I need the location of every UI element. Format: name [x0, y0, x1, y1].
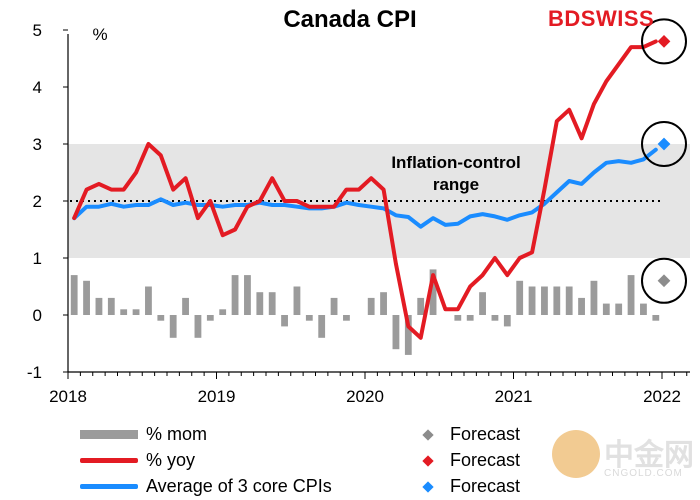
mom-bar	[454, 315, 462, 321]
mom-bar	[157, 315, 165, 321]
mom-bar	[132, 309, 140, 315]
yoy-line	[72, 39, 658, 340]
legend-label-forecast-yoy: Forecast	[450, 450, 521, 470]
legend-item-forecast-core: Forecast	[420, 476, 520, 497]
legend-swatch-yoy	[80, 458, 138, 463]
y-tick-label: 0	[33, 306, 42, 325]
band-label: Inflation-control	[391, 153, 520, 172]
mom-bar	[516, 280, 524, 315]
legend-label-yoy: % yoy	[146, 450, 196, 470]
legend-label-mom: % mom	[146, 424, 208, 444]
mom-bar	[429, 269, 437, 315]
forecast-mom-marker-icon	[422, 428, 434, 441]
mom-bar	[417, 297, 425, 315]
forecast-core-marker-icon	[422, 480, 434, 493]
x-tick-label: 2022	[643, 387, 681, 406]
mom-bar	[256, 292, 264, 315]
x-tick-label: 2019	[198, 387, 236, 406]
watermark-logo: 中金网 CNGOLD.COM	[552, 424, 697, 496]
forecast-yoy-marker-icon	[422, 454, 434, 467]
mom-bar	[367, 297, 375, 315]
forecast-core-marker-circle	[641, 121, 687, 167]
mom-bar	[528, 286, 536, 315]
mom-bar	[70, 275, 78, 315]
mom-bar	[83, 280, 90, 315]
legend-label-forecast-mom: Forecast	[450, 424, 521, 444]
mom-bar	[169, 315, 177, 338]
mom-bar	[466, 315, 474, 321]
mom-bar	[640, 303, 647, 315]
mom-bar	[182, 297, 189, 315]
mom-bar	[268, 292, 276, 315]
chart-title: Canada CPI	[283, 6, 417, 33]
watermark-emblem-icon	[552, 430, 600, 478]
legend-item-forecast-mom: Forecast	[420, 424, 520, 445]
mom-bar	[206, 315, 214, 321]
x-tick-label: 2020	[346, 387, 384, 406]
y-tick-label: 3	[33, 135, 42, 154]
mom-bar	[541, 286, 548, 315]
legend-item-core: Average of 3 core CPIs	[80, 476, 332, 497]
mom-bar	[219, 309, 227, 315]
legend-label-forecast-core: Forecast	[450, 476, 521, 496]
mom-bar	[107, 297, 115, 315]
watermark-name: 中金网	[604, 439, 694, 472]
watermark-url: CNGOLD.COM	[604, 468, 683, 479]
legend: % mom % yoy Average of 3 core CPIs Forec…	[0, 420, 700, 500]
x-tick-label: 2018	[49, 387, 87, 406]
legend-item-mom: % mom	[80, 424, 207, 445]
core-cpi-line	[72, 147, 658, 229]
mom-bar	[565, 286, 573, 315]
mom-bar	[392, 315, 400, 350]
mom-bar	[330, 297, 338, 315]
y-tick-label: 5	[33, 21, 42, 40]
mom-bar	[281, 315, 288, 327]
mom-bar	[652, 315, 660, 321]
legend-swatch-mom	[80, 430, 138, 439]
mom-bar	[343, 315, 350, 321]
mom-bar	[553, 286, 561, 315]
legend-item-forecast-yoy: Forecast	[420, 450, 520, 471]
mom-bar	[145, 286, 152, 315]
mom-bar	[491, 315, 499, 321]
legend-item-yoy: % yoy	[80, 450, 195, 471]
band-label: range	[433, 175, 479, 194]
y-tick-label: 2	[33, 192, 42, 211]
mom-bar	[194, 315, 202, 338]
mom-bar	[627, 275, 635, 315]
mom-bar	[602, 303, 610, 315]
mom-bar	[615, 303, 623, 315]
mom-bar	[479, 292, 486, 315]
y-tick-label: -1	[27, 363, 42, 382]
brand-logo: BDSWISS	[548, 6, 655, 31]
forecast-mom-marker	[657, 274, 671, 288]
forecast-yoy-marker	[657, 35, 671, 48]
y-tick-label: 4	[33, 78, 42, 97]
y-unit-label: %	[92, 25, 107, 44]
y-tick-label: 1	[33, 249, 42, 268]
legend-swatch-core	[80, 484, 138, 489]
x-tick-label: 2021	[495, 387, 533, 406]
mom-bar	[578, 297, 585, 315]
mom-bar	[590, 280, 598, 315]
mom-bar	[503, 315, 511, 327]
mom-bar	[380, 292, 387, 315]
mom-bar	[305, 315, 313, 321]
mom-bar	[244, 275, 251, 315]
chart-canvas: Inflation-control range -1 0 1 2 3 4 5 % 2018 2019…	[27, 18, 690, 406]
mom-bar	[404, 315, 412, 355]
mom-bar	[231, 275, 239, 315]
forecast-mom-marker-circle	[641, 257, 687, 304]
mom-bar	[318, 315, 326, 338]
legend-label-core: Average of 3 core CPIs	[146, 476, 332, 496]
mom-bar	[293, 286, 301, 315]
forecast-yoy-marker-circle	[641, 18, 687, 65]
mom-bar	[95, 297, 103, 315]
mom-bar	[120, 309, 128, 315]
